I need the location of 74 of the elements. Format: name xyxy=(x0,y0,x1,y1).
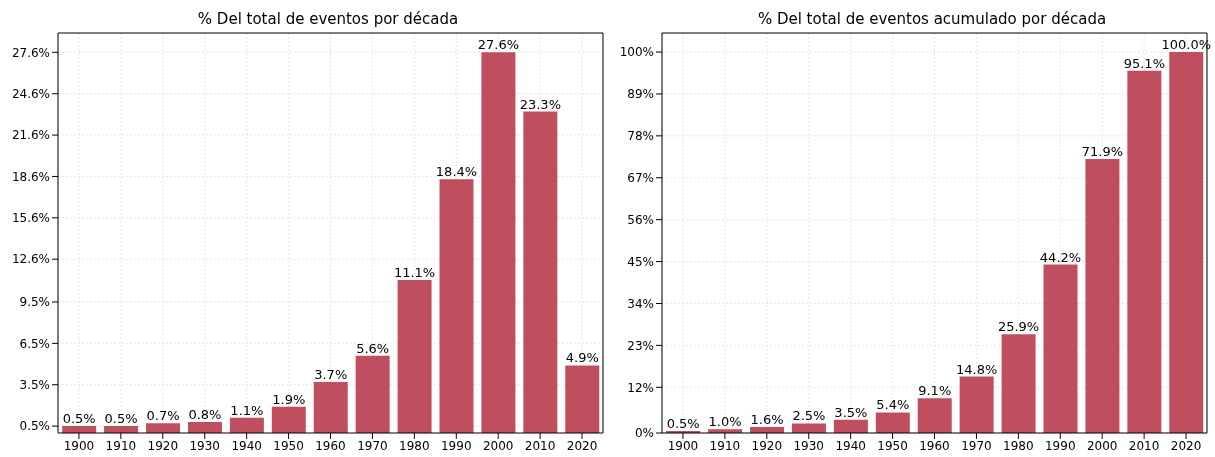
data-label: 5.6% xyxy=(356,340,390,356)
y-tick-label: 3.5% xyxy=(19,377,50,392)
data-label: 3.7% xyxy=(314,366,348,382)
x-tick-label: 1960 xyxy=(919,438,950,453)
x-tick-label: 1950 xyxy=(273,438,304,453)
data-label: 1.6% xyxy=(750,411,784,427)
chart-title: % Del total de eventos por década xyxy=(196,9,460,30)
x-tick-label: 1940 xyxy=(231,438,262,453)
y-tick-label: 6.5% xyxy=(19,336,50,351)
data-label: 9.1% xyxy=(918,383,952,399)
x-tick-label: 1940 xyxy=(835,438,866,453)
y-tick-label: 0.5% xyxy=(19,419,50,434)
y-tick-label: 56% xyxy=(627,212,654,227)
data-label: 27.6% xyxy=(477,37,520,53)
x-tick-label: 1990 xyxy=(441,438,472,453)
data-label: 0.5% xyxy=(104,411,138,427)
y-tick-label: 45% xyxy=(627,254,654,269)
data-label: 71.9% xyxy=(1081,144,1124,160)
x-tick-label: 1960 xyxy=(315,438,346,453)
x-tick-label: 1990 xyxy=(1045,438,1076,453)
x-tick-label: 1900 xyxy=(63,438,95,453)
data-label: 0.5% xyxy=(62,411,96,427)
data-label: 95.1% xyxy=(1123,55,1165,71)
y-tick-label: 12.6% xyxy=(11,252,50,267)
data-label: 14.8% xyxy=(956,361,998,377)
data-label: 5.4% xyxy=(876,397,910,413)
x-tick-label: 1970 xyxy=(961,438,992,453)
y-tick-label: 9.5% xyxy=(19,295,50,310)
data-label: 44.2% xyxy=(1039,249,1082,265)
y-tick-label: 23% xyxy=(627,338,654,353)
data-label: 18.4% xyxy=(435,164,478,180)
y-tick-label: 67% xyxy=(627,171,654,186)
x-tick-label: 2020 xyxy=(566,438,598,453)
x-tick-label: 2010 xyxy=(1128,438,1160,453)
y-tick-label: 0% xyxy=(634,426,654,441)
y-tick-label: 34% xyxy=(627,296,654,311)
data-label: 1.0% xyxy=(708,414,742,430)
data-label: 1.9% xyxy=(272,391,306,407)
y-tick-label: 18.6% xyxy=(11,169,50,184)
data-label: 4.9% xyxy=(565,350,599,366)
data-label: 3.5% xyxy=(834,404,868,420)
data-label: 23.3% xyxy=(519,96,561,112)
x-tick-label: 1910 xyxy=(105,438,137,453)
chart-title: % Del total de eventos acumulado por década xyxy=(756,9,1108,30)
y-tick-label: 21.6% xyxy=(11,128,50,143)
data-label: 2.5% xyxy=(792,408,826,424)
x-tick-label: 1930 xyxy=(189,438,220,453)
data-label: 0.7% xyxy=(146,408,180,424)
data-label: 11.1% xyxy=(393,264,436,280)
y-tick-label: 89% xyxy=(627,87,654,102)
x-tick-label: 1980 xyxy=(399,438,430,453)
y-tick-label: 15.6% xyxy=(11,211,50,226)
x-tick-label: 1910 xyxy=(709,438,741,453)
y-tick-label: 100% xyxy=(619,45,654,60)
y-tick-label: 12% xyxy=(627,380,654,395)
x-tick-label: 2010 xyxy=(524,438,556,453)
data-label: 25.9% xyxy=(997,319,1040,335)
x-tick-label: 1900 xyxy=(667,438,699,453)
data-label: 1.1% xyxy=(230,402,264,418)
y-tick-label: 24.6% xyxy=(11,86,50,101)
y-tick-label: 27.6% xyxy=(11,45,50,60)
x-tick-label: 1920 xyxy=(147,438,179,453)
data-label: 0.8% xyxy=(188,406,222,422)
x-tick-label: 1920 xyxy=(751,438,783,453)
x-tick-label: 2000 xyxy=(482,438,514,453)
data-label: 0.5% xyxy=(666,416,700,432)
data-label: 100.0% xyxy=(1161,37,1212,53)
x-tick-label: 1950 xyxy=(877,438,908,453)
x-tick-label: 2000 xyxy=(1086,438,1118,453)
y-tick-label: 78% xyxy=(627,129,654,144)
x-tick-label: 1930 xyxy=(793,438,824,453)
x-tick-label: 2020 xyxy=(1170,438,1202,453)
x-tick-label: 1980 xyxy=(1003,438,1034,453)
x-tick-label: 1970 xyxy=(357,438,388,453)
